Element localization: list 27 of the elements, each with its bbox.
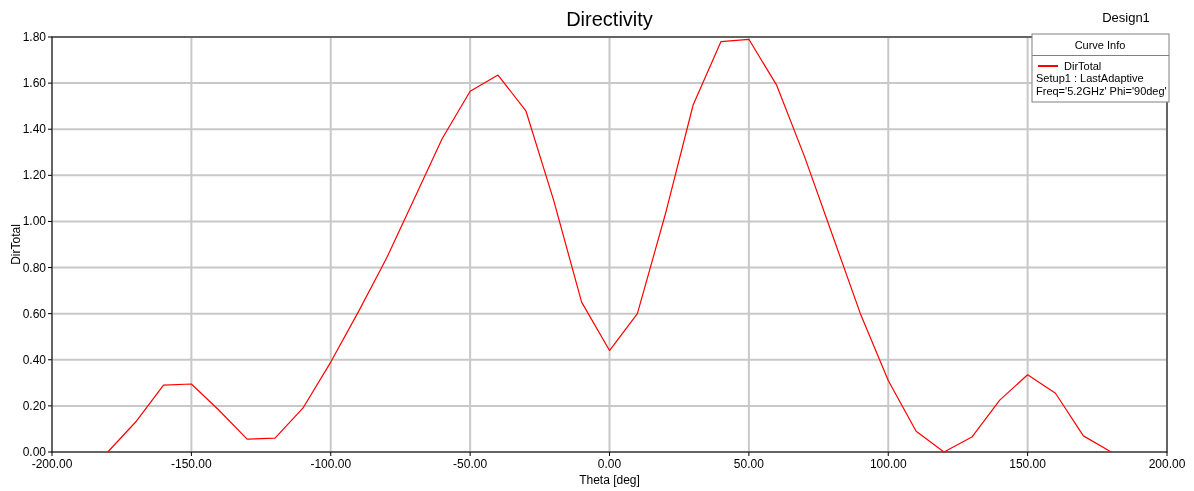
x-tick-label: 100.00 bbox=[869, 457, 907, 471]
x-tick-label: 0.00 bbox=[597, 457, 622, 471]
y-tick-label: 1.20 bbox=[22, 168, 47, 183]
x-tick-label: 200.00 bbox=[1148, 457, 1186, 471]
x-tick-label: -100.00 bbox=[310, 457, 352, 471]
annotation: Setup1 : LastAdaptive bbox=[1036, 72, 1144, 84]
y-tick-label: 1.80 bbox=[22, 30, 47, 44]
legend-title: Curve Info bbox=[1074, 39, 1126, 51]
y-tick-label: 0.80 bbox=[22, 260, 47, 275]
y-tick-label: 0.60 bbox=[22, 306, 47, 321]
y-tick-label: 1.00 bbox=[22, 214, 47, 229]
x-tick-label: 50.00 bbox=[733, 457, 765, 471]
x-tick-label: -200.00 bbox=[31, 457, 73, 471]
legend-label: DirTotal bbox=[1064, 60, 1102, 72]
y-tick-label: 0.20 bbox=[22, 398, 47, 413]
y-tick-label: 1.60 bbox=[22, 76, 47, 91]
y-tick-label: 0.40 bbox=[22, 352, 47, 367]
y-tick-label: 1.40 bbox=[22, 122, 47, 137]
y-axis-title: DirTotal bbox=[9, 224, 23, 265]
x-tick-label: 150.00 bbox=[1009, 457, 1047, 471]
y-tick-label: 0.00 bbox=[22, 445, 47, 459]
x-tick-label: -50.00 bbox=[453, 457, 488, 471]
x-axis-title: Theta [deg] bbox=[579, 473, 640, 487]
text: Design1 bbox=[1102, 10, 1150, 25]
x-tick-label: -150.00 bbox=[171, 457, 213, 471]
annotation: Freq='5.2GHz' Phi='90deg' bbox=[1036, 85, 1167, 97]
chart-title: Directivity bbox=[566, 8, 653, 30]
